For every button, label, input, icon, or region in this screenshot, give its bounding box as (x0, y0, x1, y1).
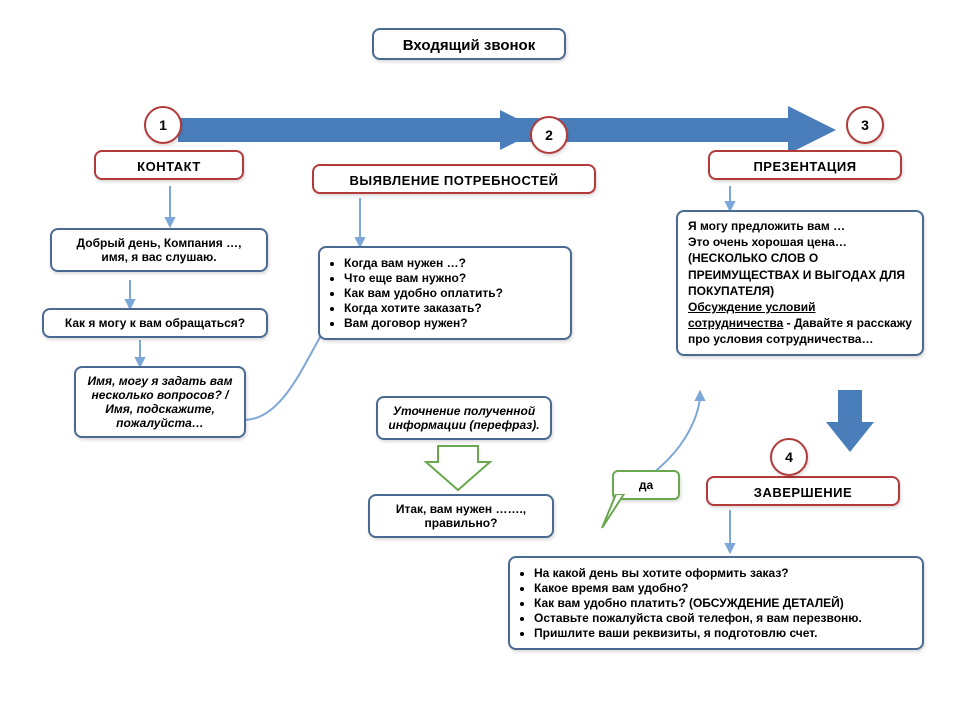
c1b-text: Как я могу к вам обращаться? (65, 316, 245, 330)
c1c-box: Имя, могу я задать вам несколько вопросо… (74, 366, 246, 438)
c3-l1: Я могу предложить вам … (688, 218, 912, 234)
c3-l2: Это очень хорошая цена… (688, 234, 912, 250)
c2s-box: Итак, вам нужен ……., правильно? (368, 494, 554, 538)
da-tail (598, 494, 628, 534)
stage2-label: ВЫЯВЛЕНИЕ ПОТРЕБНОСТЕЙ (350, 173, 559, 188)
c2q-item: Вам договор нужен? (344, 316, 560, 330)
c2q-list: Когда вам нужен …? Что еще вам нужно? Ка… (344, 256, 560, 330)
stage2-num: 2 (545, 127, 553, 143)
stage3-num: 3 (861, 117, 869, 133)
c3-l3: (НЕСКОЛЬКО СЛОВ О ПРЕИМУЩЕСТВАХ И ВЫГОДА… (688, 250, 912, 299)
c3-l4: Обсуждение условий сотрудничества - Дава… (688, 299, 912, 348)
c4-box: На какой день вы хотите оформить заказ? … (508, 556, 924, 650)
stage4-num: 4 (785, 449, 793, 465)
da-text: да (639, 478, 653, 492)
c4-item: Как вам удобно платить? (ОБСУЖДЕНИЕ ДЕТА… (534, 596, 912, 610)
c2q-item: Как вам удобно оплатить? (344, 286, 560, 300)
c1b-box: Как я могу к вам обращаться? (42, 308, 268, 338)
stage1-label: КОНТАКТ (137, 159, 201, 174)
c1a-box: Добрый день, Компания …, имя, я вас слуш… (50, 228, 268, 272)
c1a-text: Добрый день, Компания …, имя, я вас слуш… (77, 236, 242, 264)
c4-item: Пришлите ваши реквизиты, я подготовлю сч… (534, 626, 912, 640)
c2r-box: Уточнение полученной информации (перефра… (376, 396, 552, 440)
c2q-item: Когда вам нужен …? (344, 256, 560, 270)
stage1-header: КОНТАКТ (94, 150, 244, 180)
stage4-label: ЗАВЕРШЕНИЕ (754, 485, 852, 500)
stage2-header: ВЫЯВЛЕНИЕ ПОТРЕБНОСТЕЙ (312, 164, 596, 194)
c3-box: Я могу предложить вам … Это очень хороша… (676, 210, 924, 356)
stage4-header: ЗАВЕРШЕНИЕ (706, 476, 900, 506)
stage4-badge: 4 (770, 438, 808, 476)
stage3-header: ПРЕЗЕНТАЦИЯ (708, 150, 902, 180)
c2q-box: Когда вам нужен …? Что еще вам нужно? Ка… (318, 246, 572, 340)
c4-item: Какое время вам удобно? (534, 581, 912, 595)
stage2-badge: 2 (530, 116, 568, 154)
c2q-item: Что еще вам нужно? (344, 271, 560, 285)
stage1-num: 1 (159, 117, 167, 133)
stage3-label: ПРЕЗЕНТАЦИЯ (753, 159, 856, 174)
stage1-badge: 1 (144, 106, 182, 144)
c1c-text: Имя, могу я задать вам несколько вопросо… (88, 374, 233, 430)
flowchart-canvas: { "colors": { "blue_border": "#4a6a92", … (0, 0, 960, 720)
c2q-item: Когда хотите заказать? (344, 301, 560, 315)
c4-list: На какой день вы хотите оформить заказ? … (534, 566, 912, 640)
c2s-text: Итак, вам нужен ……., правильно? (396, 502, 526, 530)
c4-item: На какой день вы хотите оформить заказ? (534, 566, 912, 580)
c4-item: Оставьте пожалуйста свой телефон, я вам … (534, 611, 912, 625)
c2r-text: Уточнение полученной информации (перефра… (388, 404, 539, 432)
stage3-badge: 3 (846, 106, 884, 144)
